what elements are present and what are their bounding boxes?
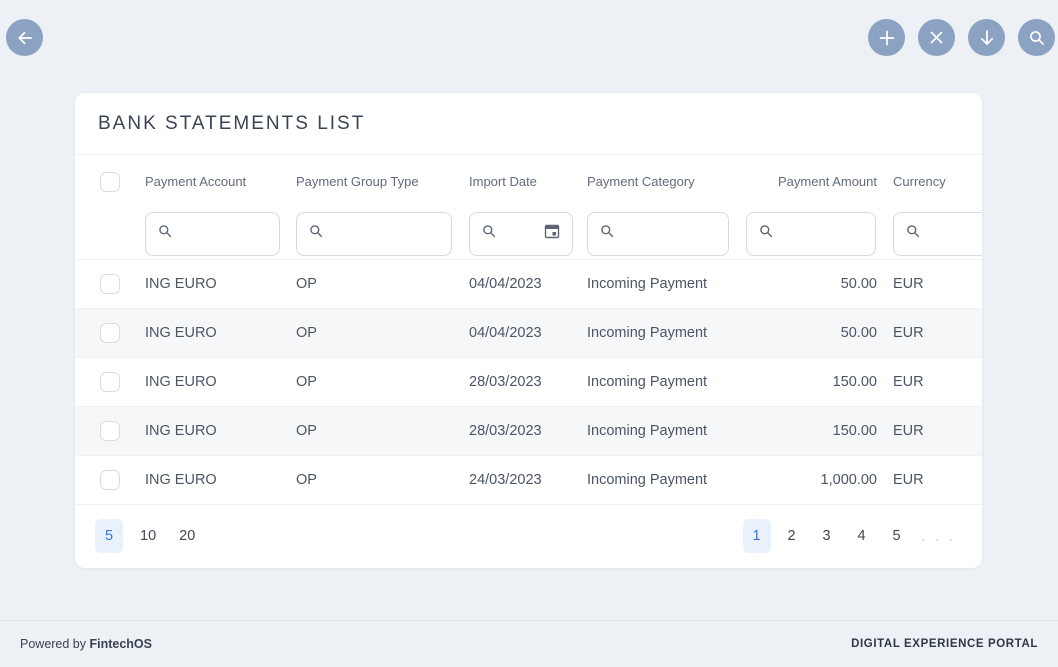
page-5[interactable]: 5 xyxy=(883,519,911,553)
cell-import-date: 04/04/2023 xyxy=(469,276,542,292)
row-checkbox[interactable] xyxy=(100,421,120,441)
page-1[interactable]: 1 xyxy=(742,519,771,553)
close-icon xyxy=(930,31,943,44)
cell-payment-category: Incoming Payment xyxy=(587,472,708,488)
cell-payment-account: ING EURO xyxy=(145,276,217,292)
add-button[interactable] xyxy=(868,19,905,56)
filter-currency[interactable] xyxy=(893,211,982,256)
arrow-left-icon xyxy=(15,28,35,48)
page-4[interactable]: 4 xyxy=(848,519,876,553)
table-row[interactable]: ING EURO OP 04/04/2023 Incoming Payment … xyxy=(75,260,982,309)
search-button[interactable] xyxy=(1018,19,1055,56)
back-button[interactable] xyxy=(6,19,43,56)
cell-import-date: 28/03/2023 xyxy=(469,423,542,439)
cell-payment-group-type: OP xyxy=(296,423,317,439)
cell-payment-account: ING EURO xyxy=(145,472,217,488)
filter-payment-amount-input[interactable] xyxy=(781,225,863,242)
portal-name: DIGITAL EXPERIENCE PORTAL xyxy=(851,638,1038,650)
column-header-payment-amount[interactable]: Payment Amount xyxy=(778,174,877,189)
plus-icon xyxy=(878,29,896,47)
column-header-currency[interactable]: Currency xyxy=(893,174,946,189)
cell-payment-account: ING EURO xyxy=(145,325,217,341)
filter-payment-amount[interactable] xyxy=(746,211,876,256)
clear-button[interactable] xyxy=(918,19,955,56)
topbar-actions xyxy=(868,19,1055,56)
row-checkbox[interactable] xyxy=(100,470,120,490)
row-checkbox[interactable] xyxy=(100,372,120,392)
cell-payment-group-type: OP xyxy=(296,276,317,292)
filter-payment-group-type-input[interactable] xyxy=(331,225,439,242)
cell-payment-amount: 150.00 xyxy=(832,374,877,390)
page-size-selector: 5 10 20 xyxy=(95,519,201,553)
table-row[interactable]: ING EURO OP 24/03/2023 Incoming Payment … xyxy=(75,456,982,505)
row-checkbox[interactable] xyxy=(100,323,120,343)
column-header-payment-group-type[interactable]: Payment Group Type xyxy=(296,174,419,189)
select-all-checkbox[interactable] xyxy=(100,171,120,192)
table-filter-row xyxy=(75,208,982,260)
cell-import-date: 28/03/2023 xyxy=(469,374,542,390)
cell-payment-group-type: OP xyxy=(296,472,317,488)
cell-payment-group-type: OP xyxy=(296,374,317,390)
pagination-bar: 5 10 20 1 2 3 4 5 . . . xyxy=(75,505,982,567)
filter-payment-category-input[interactable] xyxy=(622,225,716,242)
table-row[interactable]: ING EURO OP 28/03/2023 Incoming Payment … xyxy=(75,358,982,407)
table-header-row: Payment Account Payment Group Type Impor… xyxy=(75,155,982,208)
cell-payment-amount: 150.00 xyxy=(832,423,877,439)
powered-by-text: Powered by FintechOS xyxy=(20,637,152,651)
cell-payment-amount: 50.00 xyxy=(840,276,877,292)
powered-by-label: Powered by xyxy=(20,637,90,651)
cell-import-date: 24/03/2023 xyxy=(469,472,542,488)
page-2[interactable]: 2 xyxy=(778,519,806,553)
cell-currency: EUR xyxy=(893,325,924,341)
cell-payment-category: Incoming Payment xyxy=(587,423,708,439)
filter-payment-account-input[interactable] xyxy=(180,225,267,242)
filter-payment-account[interactable] xyxy=(145,211,280,256)
search-icon xyxy=(158,224,172,243)
page-ellipsis[interactable]: . . . xyxy=(921,528,956,544)
page-size-5[interactable]: 5 xyxy=(95,519,123,553)
cell-payment-amount: 50.00 xyxy=(840,325,877,341)
filter-payment-group-type[interactable] xyxy=(296,211,452,256)
search-icon xyxy=(759,224,773,243)
page-size-20[interactable]: 20 xyxy=(173,519,201,553)
cell-currency: EUR xyxy=(893,423,924,439)
cell-payment-category: Incoming Payment xyxy=(587,276,708,292)
cell-currency: EUR xyxy=(893,472,924,488)
column-header-import-date[interactable]: Import Date xyxy=(469,174,537,189)
download-button[interactable] xyxy=(968,19,1005,56)
cell-payment-category: Incoming Payment xyxy=(587,374,708,390)
page-footer: Powered by FintechOS DIGITAL EXPERIENCE … xyxy=(0,620,1058,667)
cell-currency: EUR xyxy=(893,374,924,390)
cell-payment-category: Incoming Payment xyxy=(587,325,708,341)
page-size-10[interactable]: 10 xyxy=(134,519,162,553)
fintechos-brand: FintechOS xyxy=(89,637,152,651)
cell-currency: EUR xyxy=(893,276,924,292)
filter-currency-input[interactable] xyxy=(928,225,982,242)
search-icon xyxy=(482,224,496,243)
page-title: BANK STATEMENTS LIST xyxy=(75,93,982,155)
page-selector: 1 2 3 4 5 . . . xyxy=(742,519,960,553)
top-bar xyxy=(0,0,1058,74)
column-header-payment-category[interactable]: Payment Category xyxy=(587,174,695,189)
filter-import-date[interactable] xyxy=(469,211,573,256)
cell-payment-account: ING EURO xyxy=(145,374,217,390)
page-3[interactable]: 3 xyxy=(813,519,841,553)
row-checkbox[interactable] xyxy=(100,274,120,294)
bank-statements-card: BANK STATEMENTS LIST Payment Account Pay… xyxy=(75,93,982,568)
calendar-icon[interactable] xyxy=(544,223,560,244)
search-icon xyxy=(1028,29,1046,47)
cell-payment-group-type: OP xyxy=(296,325,317,341)
table-row[interactable]: ING EURO OP 28/03/2023 Incoming Payment … xyxy=(75,407,982,456)
filter-payment-category[interactable] xyxy=(587,211,729,256)
arrow-down-icon xyxy=(978,29,996,47)
search-icon xyxy=(906,224,920,243)
filter-import-date-input[interactable] xyxy=(504,225,536,242)
column-header-payment-account[interactable]: Payment Account xyxy=(145,174,247,189)
cell-import-date: 04/04/2023 xyxy=(469,325,542,341)
search-icon xyxy=(600,224,614,243)
cell-payment-account: ING EURO xyxy=(145,423,217,439)
search-icon xyxy=(309,224,323,243)
table-row[interactable]: ING EURO OP 04/04/2023 Incoming Payment … xyxy=(75,309,982,358)
cell-payment-amount: 1,000.00 xyxy=(820,472,877,488)
